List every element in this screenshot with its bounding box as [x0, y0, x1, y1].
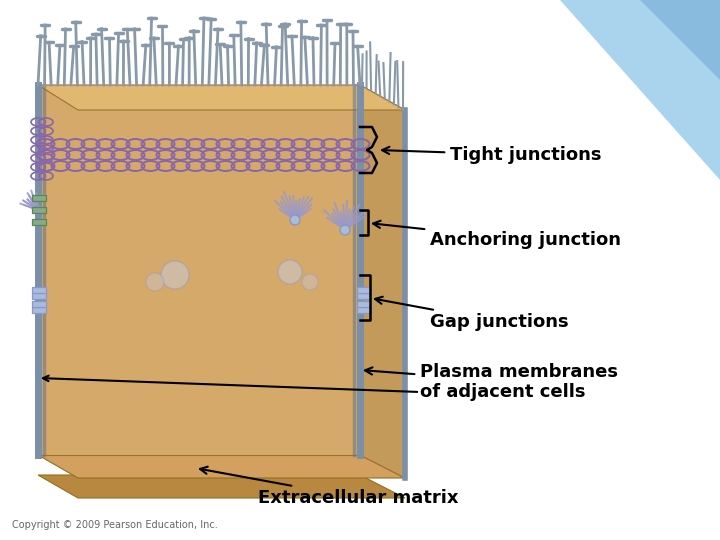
Bar — [357, 287, 371, 293]
Text: Gap junctions: Gap junctions — [375, 296, 569, 331]
Bar — [32, 195, 46, 201]
Circle shape — [302, 274, 318, 290]
Bar — [32, 301, 46, 307]
Circle shape — [290, 215, 300, 225]
Polygon shape — [560, 0, 720, 180]
Circle shape — [34, 206, 42, 214]
Polygon shape — [38, 85, 405, 110]
Bar — [357, 307, 371, 313]
Circle shape — [161, 261, 189, 289]
Text: Anchoring junction: Anchoring junction — [373, 221, 621, 249]
Bar — [32, 307, 46, 313]
Text: Plasma membranes
of adjacent cells: Plasma membranes of adjacent cells — [365, 362, 618, 401]
Bar — [357, 293, 371, 299]
Circle shape — [278, 260, 302, 284]
Polygon shape — [38, 85, 360, 455]
Polygon shape — [360, 85, 405, 478]
Circle shape — [340, 225, 350, 235]
Polygon shape — [640, 0, 720, 80]
Bar — [357, 301, 371, 307]
Bar — [32, 207, 46, 213]
Text: Copyright © 2009 Pearson Education, Inc.: Copyright © 2009 Pearson Education, Inc. — [12, 520, 217, 530]
Bar — [32, 287, 46, 293]
Circle shape — [146, 273, 164, 291]
Bar — [32, 293, 46, 299]
Polygon shape — [38, 475, 405, 498]
Text: Tight junctions: Tight junctions — [382, 146, 601, 164]
Bar — [32, 219, 46, 225]
Polygon shape — [38, 455, 405, 478]
Text: Extracellular matrix: Extracellular matrix — [200, 467, 459, 507]
